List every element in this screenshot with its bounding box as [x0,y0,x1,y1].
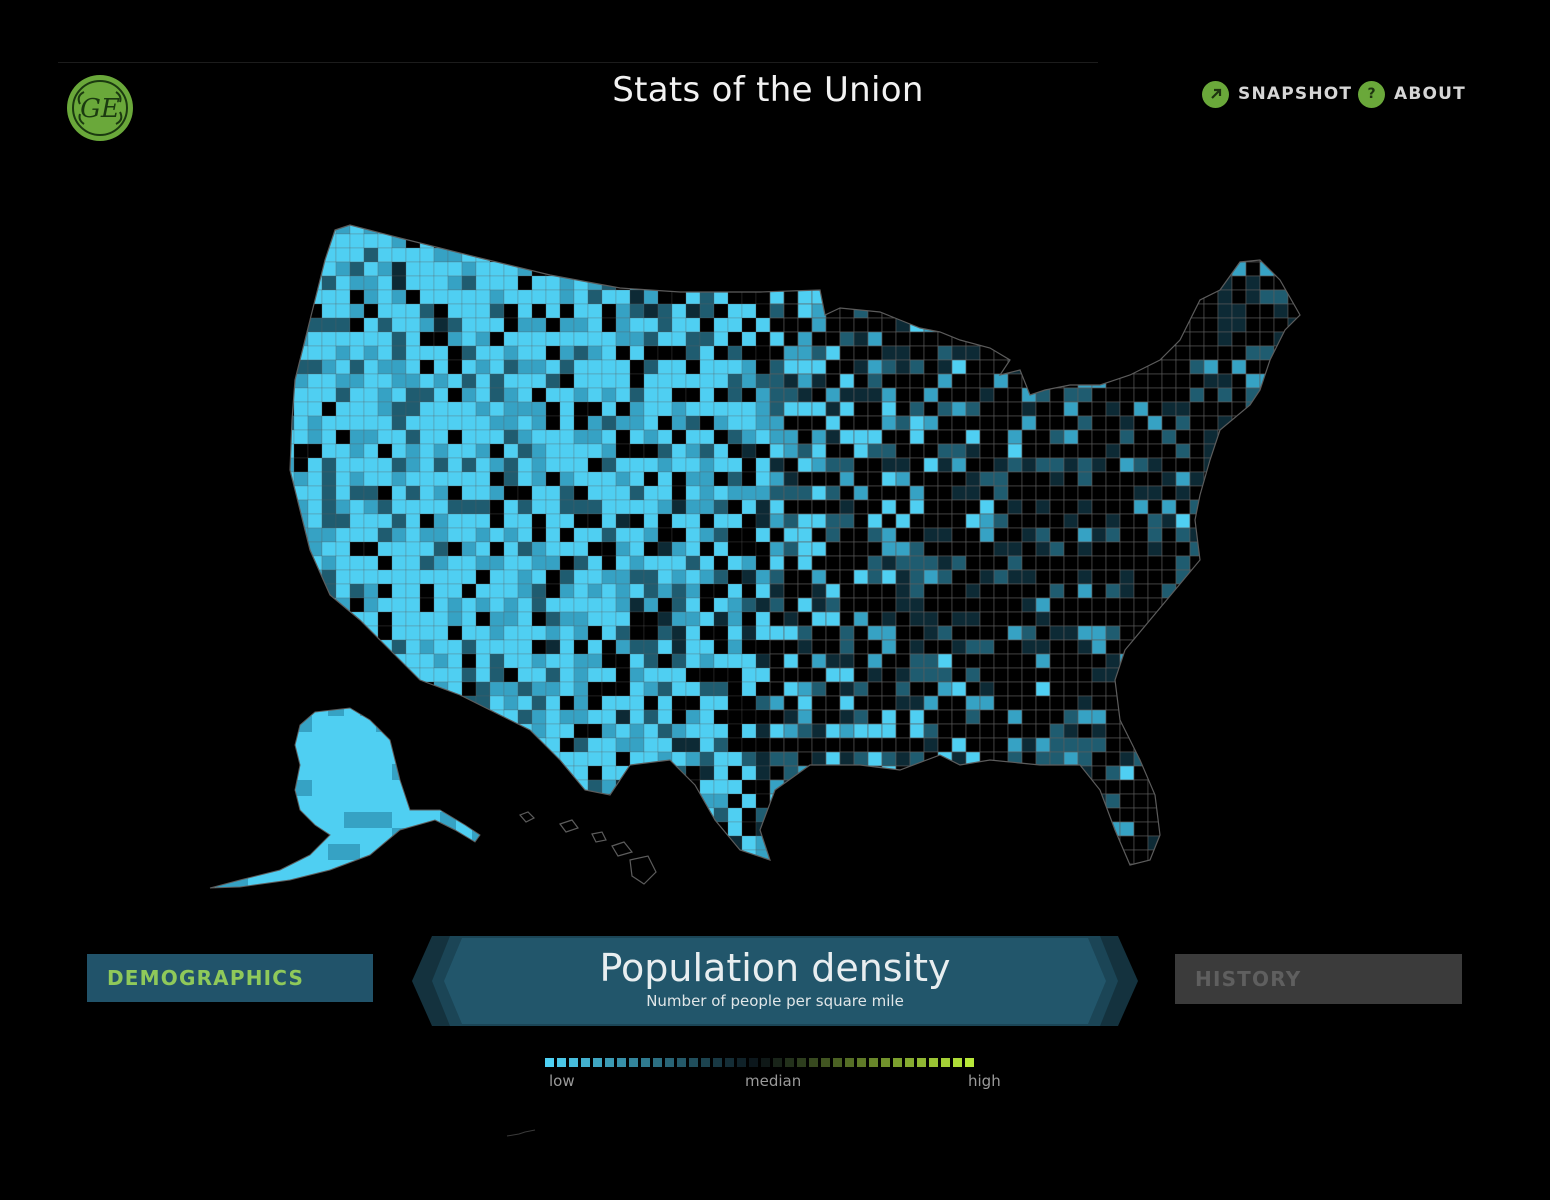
legend-swatch [629,1058,638,1067]
history-tab[interactable]: HISTORY [1175,954,1462,1004]
legend-swatch [809,1058,818,1067]
legend-swatch [773,1058,782,1067]
legend-swatch [701,1058,710,1067]
legend-swatch [953,1058,962,1067]
legend-swatch [713,1058,722,1067]
legend-high-label: high [968,1072,1001,1090]
ge-logo[interactable]: GE [66,74,134,142]
question-icon: ? [1358,80,1385,108]
stat-banner [412,936,1138,1026]
legend-swatch [737,1058,746,1067]
legend-swatch [605,1058,614,1067]
legend-swatch [941,1058,950,1067]
legend-swatch [617,1058,626,1067]
legend-swatch [857,1058,866,1067]
decorative-mark [506,1129,536,1137]
color-legend: low median high [545,1058,1005,1098]
legend-swatch [869,1058,878,1067]
legend-swatch [833,1058,842,1067]
legend-swatch [893,1058,902,1067]
legend-swatch [917,1058,926,1067]
legend-swatch [545,1058,554,1067]
about-label: ABOUT [1394,84,1466,104]
legend-swatch [929,1058,938,1067]
legend-swatch [761,1058,770,1067]
legend-swatch [749,1058,758,1067]
svg-text:GE: GE [80,94,120,124]
legend-swatch [905,1058,914,1067]
legend-swatch [641,1058,650,1067]
snapshot-button[interactable]: SNAPSHOT [1202,80,1352,108]
legend-swatch [965,1058,974,1067]
legend-swatch [785,1058,794,1067]
legend-swatch [653,1058,662,1067]
legend-low-label: low [549,1072,575,1090]
hawaii-islands [518,811,657,885]
legend-swatch [569,1058,578,1067]
legend-swatch [821,1058,830,1067]
snapshot-label: SNAPSHOT [1238,84,1353,104]
legend-scale [545,1058,974,1067]
legend-swatch [677,1058,686,1067]
demographics-tab[interactable]: DEMOGRAPHICS [87,954,373,1002]
legend-swatch [845,1058,854,1067]
stat-title: Population density [599,946,951,990]
legend-swatch [581,1058,590,1067]
about-button[interactable]: ? ABOUT [1358,80,1466,108]
legend-swatch [881,1058,890,1067]
page-title: Stats of the Union [612,70,924,110]
legend-swatch [725,1058,734,1067]
us-population-density-map[interactable] [200,220,1320,900]
stat-subtitle: Number of people per square mile [646,992,904,1010]
legend-swatch [797,1058,806,1067]
legend-swatch [593,1058,602,1067]
legend-swatch [689,1058,698,1067]
header-divider [58,62,1098,63]
legend-swatch [665,1058,674,1067]
legend-median-label: median [745,1072,802,1090]
legend-swatch [557,1058,566,1067]
arrow-up-right-icon [1202,80,1229,108]
